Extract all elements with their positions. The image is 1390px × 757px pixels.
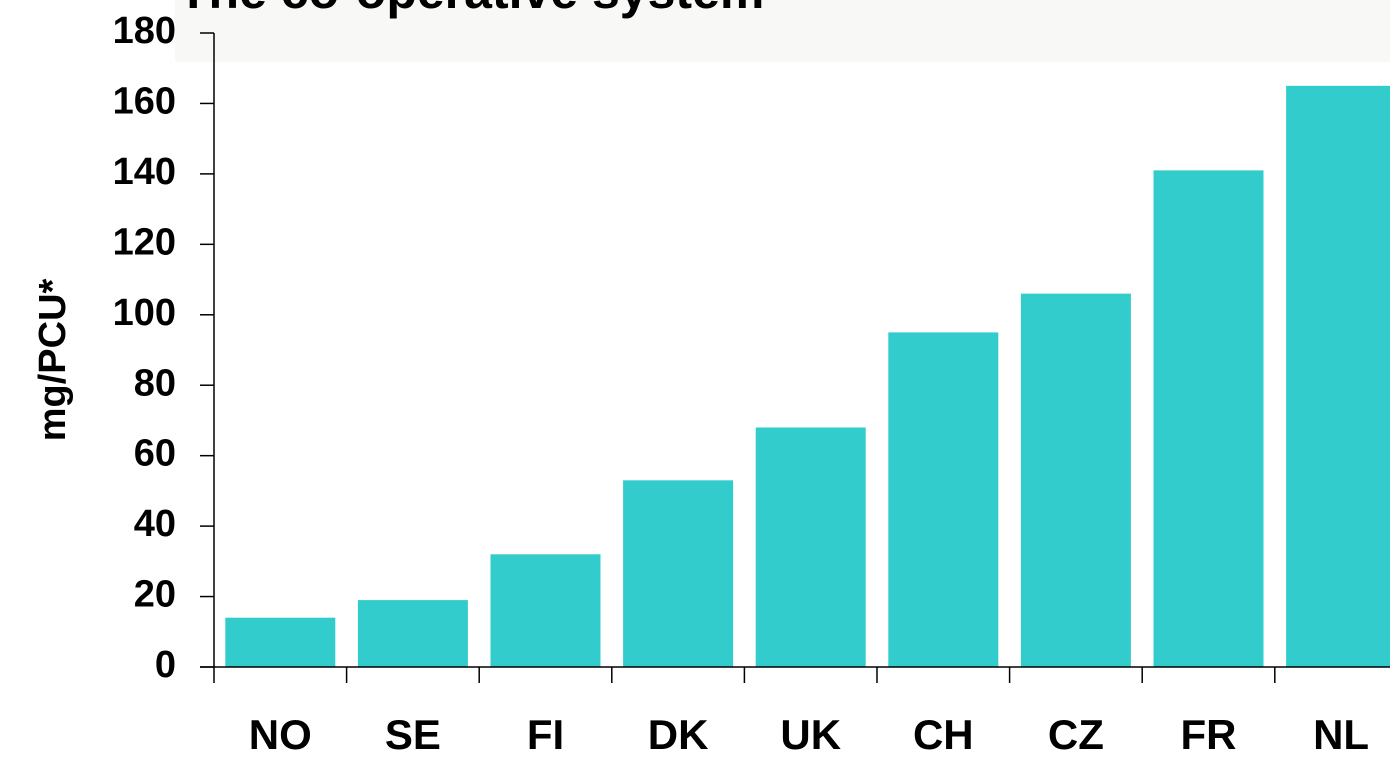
- title-background: [175, 0, 1390, 62]
- y-tick-label: 20: [134, 574, 176, 616]
- y-tick-label: 160: [113, 80, 176, 122]
- y-tick-label: 120: [113, 221, 176, 263]
- y-axis-label: mg/PCU*: [32, 279, 74, 442]
- x-tick-label: CH: [913, 711, 974, 757]
- x-tick-label: DK: [648, 711, 709, 757]
- x-tick-label: CZ: [1048, 711, 1104, 757]
- x-tick-label: UK: [780, 711, 841, 757]
- bar: [888, 332, 999, 667]
- bar: [755, 427, 866, 667]
- bar: [225, 617, 336, 667]
- x-tick-label: FI: [527, 711, 564, 757]
- bar: [357, 600, 468, 667]
- bar: [1020, 293, 1131, 667]
- y-tick-label: 40: [134, 503, 176, 545]
- y-tick-label: 80: [134, 362, 176, 404]
- y-tick-label: 60: [134, 433, 176, 475]
- bar: [490, 554, 601, 667]
- y-tick-label: 0: [155, 644, 176, 686]
- chart-title: The co-operative system: [178, 0, 764, 19]
- x-tick-label: SE: [385, 711, 441, 757]
- y-tick-label: 100: [113, 292, 176, 334]
- bar: [1153, 170, 1264, 667]
- x-tick-label: FR: [1181, 711, 1237, 757]
- x-tick-label: NO: [249, 711, 312, 757]
- y-tick-label: 140: [113, 151, 176, 193]
- x-tick-label: NL: [1313, 711, 1369, 757]
- bar: [1286, 85, 1390, 668]
- bar: [623, 480, 734, 667]
- y-tick-label: 180: [113, 10, 176, 52]
